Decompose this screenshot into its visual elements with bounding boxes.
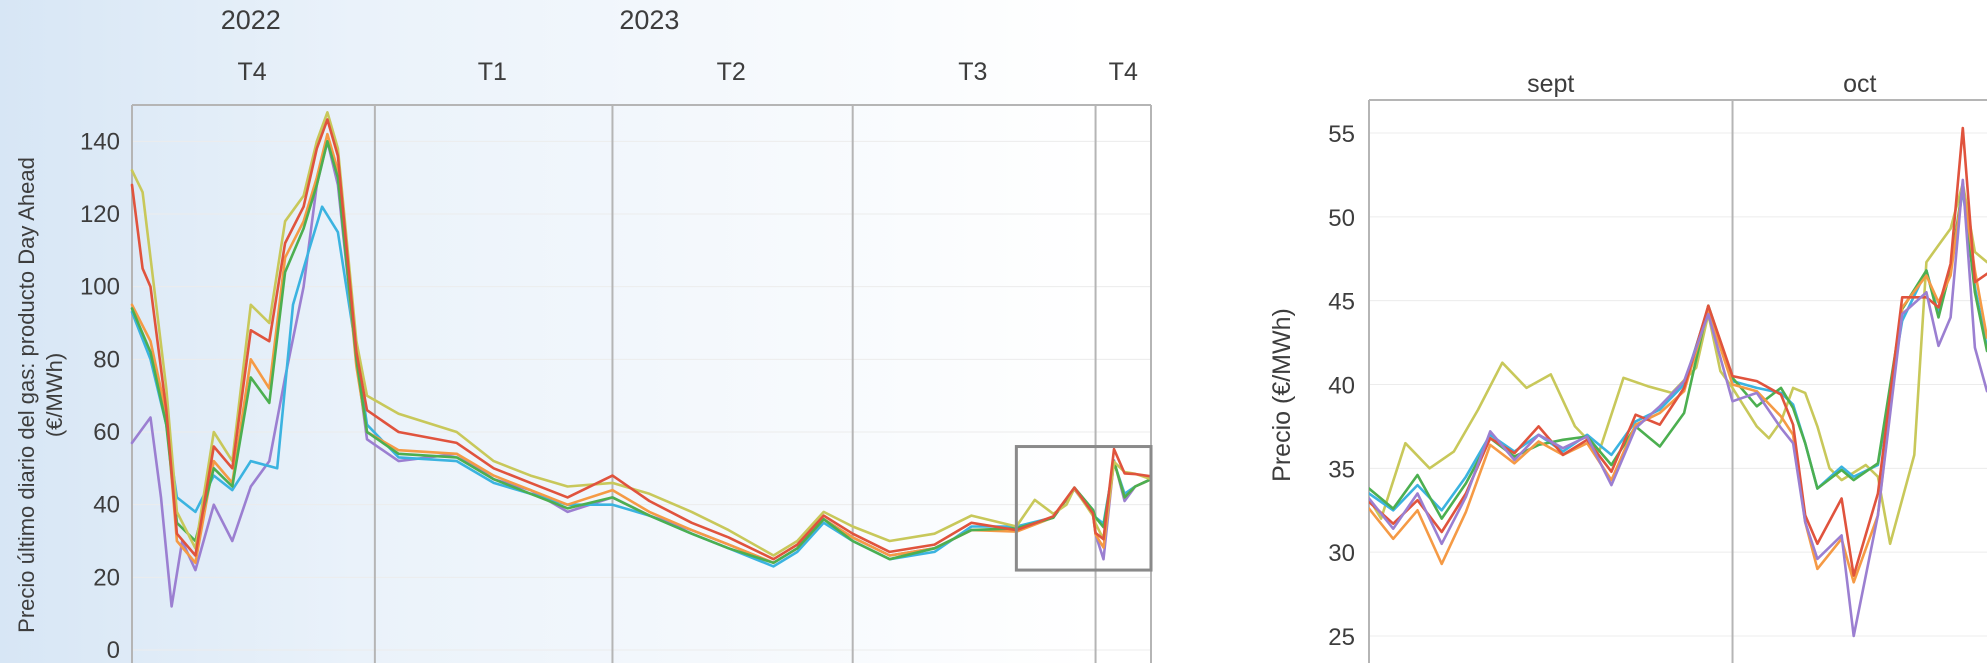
zoom-series-group [1369,126,1987,638]
series-line [130,111,1153,557]
y-tick-label: 80 [93,346,120,373]
y-axis-title-line: Precio último diario del gas: producto D… [14,157,39,633]
y-tick-label: 55 [1328,121,1355,148]
y-axis-title-line: (€/MWh) [42,353,67,437]
quarter-label: T4 [1109,58,1138,86]
y-tick-label: 100 [80,274,120,301]
y-tick-label: 45 [1328,289,1355,316]
y-tick-label: 50 [1328,205,1355,232]
y-tick-label: 40 [1328,373,1355,400]
zoom-box [1014,445,1153,572]
y-tick-label: 35 [1328,456,1355,483]
series-line [1369,182,1987,546]
series-line [1369,188,1987,512]
y-tick-label: 140 [80,128,120,155]
overview-chart: 0 20 40 60 80 100 120 140 T4 T1 T2 T3 T4 2022 2023 Prec… [14,5,1153,663]
y-tick-label: 30 [1328,540,1355,567]
year-label: 2023 [619,5,679,35]
series-line [130,118,1153,561]
quarter-label: T2 [717,58,746,86]
quarter-label: T1 [478,58,507,86]
y-tick-label: 20 [93,564,120,591]
month-label: oct [1843,70,1876,98]
y-tick-label: 25 [1328,624,1355,651]
series-line [1369,185,1987,584]
y-axis-title: Precio último diario del gas: producto D… [14,157,67,633]
quarter-label: T4 [238,58,267,86]
series-line [1369,178,1987,638]
y-tick-label: 0 [107,637,120,663]
series-line [1369,126,1987,577]
y-axis-title: Precio (€/MWh) [1268,308,1296,482]
year-label: 2022 [221,5,281,35]
series-line [130,132,1153,565]
y-tick-label: 120 [80,201,120,228]
quarter-label: T3 [958,58,987,86]
y-tick-label: 40 [93,492,120,519]
series-line [130,140,1153,565]
zoom-chart: 25 30 35 40 45 50 55 sept oct Precio (€/MWh) [1268,70,1987,663]
series-line [130,140,1153,608]
month-label: sept [1527,70,1574,98]
y-tick-label: 60 [93,419,120,446]
